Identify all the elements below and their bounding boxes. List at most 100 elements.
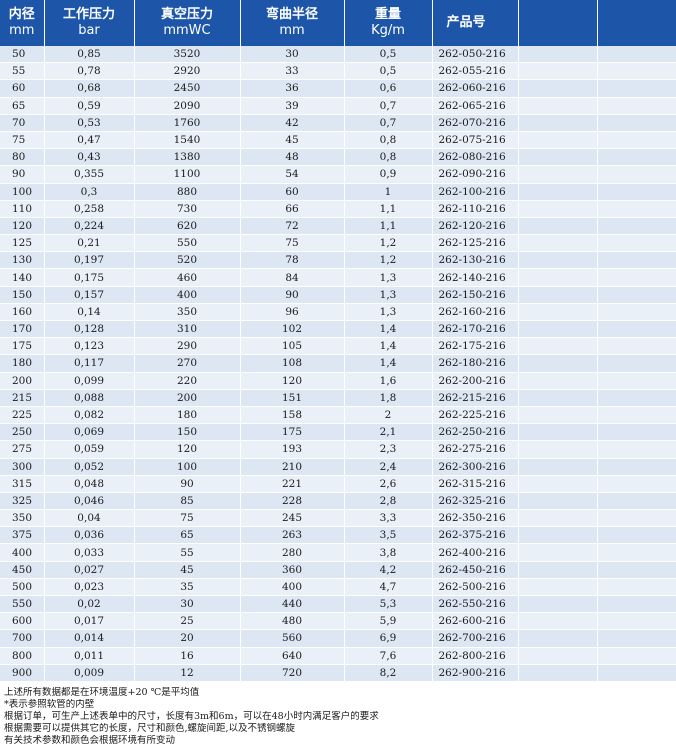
product-number-cell: 262-100-216: [432, 183, 519, 201]
empty-cell: [518, 509, 598, 528]
product-number-cell: 262-080-216: [432, 148, 519, 167]
vacuum-pressure-cell: 1540: [134, 131, 241, 150]
table-row: 800 0,011 16 640 7,6 262-800-216: [0, 647, 676, 665]
empty-cell: [597, 303, 676, 322]
vacuum-pressure-cell: 16: [134, 647, 241, 665]
vacuum-pressure-cell: 620: [134, 217, 241, 236]
bend-radius-cell: 151: [240, 389, 345, 407]
inner-diameter-cell: 175: [0, 337, 45, 356]
working-pressure-cell: 0,128: [44, 320, 135, 339]
bend-radius-cell: 158: [240, 406, 345, 425]
empty-cell: [518, 526, 598, 545]
header-title: 弯曲半径: [265, 7, 318, 22]
weight-cell: 1,8: [344, 389, 433, 407]
inner-diameter-cell: 150: [0, 286, 45, 304]
product-number-cell: 262-070-216: [432, 114, 519, 132]
product-number-cell: 262-120-216: [432, 217, 519, 236]
bend-radius-cell: 440: [240, 595, 345, 614]
bend-radius-cell: 108: [240, 354, 345, 373]
working-pressure-cell: 0,059: [44, 440, 135, 459]
empty-cell: [518, 423, 598, 442]
empty-cell: [518, 543, 598, 562]
empty-cell: [597, 578, 676, 597]
empty-cell: [597, 268, 676, 287]
empty-cell: [597, 183, 676, 201]
working-pressure-cell: 0,011: [44, 647, 135, 665]
weight-cell: 2,3: [344, 440, 433, 459]
table-row: 600 0,017 25 480 5,9 262-600-216: [0, 612, 676, 631]
working-pressure-cell: 0,43: [44, 148, 135, 167]
working-pressure-cell: 0,082: [44, 406, 135, 425]
product-number-cell: 262-550-216: [432, 595, 519, 614]
table-row: 80 0,43 1380 48 0,8 262-080-216: [0, 148, 676, 167]
weight-cell: 4,7: [344, 578, 433, 597]
product-number-cell: 262-160-216: [432, 303, 519, 322]
header-title: 真空压力: [160, 7, 213, 22]
bend-radius-cell: 66: [240, 200, 345, 218]
working-pressure-cell: 0,14: [44, 303, 135, 322]
bend-radius-cell: 39: [240, 97, 345, 115]
empty-cell: [518, 286, 598, 304]
product-number-cell: 262-200-216: [432, 372, 519, 390]
working-pressure-cell: 0,78: [44, 62, 135, 81]
empty-cell: [518, 647, 598, 665]
inner-diameter-cell: 180: [0, 354, 45, 373]
empty-cell: [597, 217, 676, 236]
table-row: 100 0,3 880 60 1 262-100-216: [0, 183, 676, 201]
vacuum-pressure-cell: 520: [134, 251, 241, 270]
empty-cell: [518, 337, 598, 356]
empty-cell: [518, 234, 598, 253]
working-pressure-cell: 0,47: [44, 131, 135, 150]
empty-cell: [518, 251, 598, 270]
working-pressure-cell: 0,3: [44, 183, 135, 201]
weight-cell: 8,2: [344, 664, 433, 682]
bend-radius-cell: 102: [240, 320, 345, 339]
bend-radius-cell: 193: [240, 440, 345, 459]
table-row: 375 0,036 65 263 3,5 262-375-216: [0, 526, 676, 545]
bend-radius-cell: 105: [240, 337, 345, 356]
empty-cell: [597, 320, 676, 339]
weight-cell: 0,9: [344, 165, 433, 184]
empty-cell: [597, 251, 676, 270]
footnote-line: 根据订单，可生产上述表单中的尺寸，长度有3m和6m，可以在48小时内满足客户的要…: [4, 711, 379, 722]
vacuum-pressure-cell: 2920: [134, 62, 241, 81]
header-unit: mm: [279, 23, 305, 38]
table-row: 75 0,47 1540 45 0,8 262-075-216: [0, 131, 676, 150]
working-pressure-cell: 0,033: [44, 543, 135, 562]
empty-cell: [518, 97, 598, 115]
vacuum-pressure-cell: 35: [134, 578, 241, 597]
header-blank-1: [518, 0, 598, 46]
product-number-cell: 262-225-216: [432, 406, 519, 425]
bend-radius-cell: 72: [240, 217, 345, 236]
table-row: 120 0,224 620 72 1,1 262-120-216: [0, 217, 676, 236]
weight-cell: 0,6: [344, 79, 433, 98]
working-pressure-cell: 0,53: [44, 114, 135, 132]
empty-cell: [597, 629, 676, 648]
vacuum-pressure-cell: 85: [134, 492, 241, 511]
inner-diameter-cell: 60: [0, 79, 45, 98]
header-blank-2: [597, 0, 676, 46]
table-row: 175 0,123 290 105 1,4 262-175-216: [0, 337, 676, 356]
table-row: 150 0,157 400 90 1,3 262-150-216: [0, 286, 676, 304]
product-number-cell: 262-175-216: [432, 337, 519, 356]
vacuum-pressure-cell: 45: [134, 561, 241, 579]
empty-cell: [597, 200, 676, 218]
bend-radius-cell: 78: [240, 251, 345, 270]
vacuum-pressure-cell: 550: [134, 234, 241, 253]
vacuum-pressure-cell: 1380: [134, 148, 241, 167]
header-title: 重量: [374, 7, 401, 22]
product-number-cell: 262-090-216: [432, 165, 519, 184]
table-row: 550 0,02 30 440 5,3 262-550-216: [0, 595, 676, 614]
inner-diameter-cell: 325: [0, 492, 45, 511]
vacuum-pressure-cell: 460: [134, 268, 241, 287]
empty-cell: [518, 354, 598, 373]
vacuum-pressure-cell: 290: [134, 337, 241, 356]
product-number-cell: 262-060-216: [432, 79, 519, 98]
empty-cell: [597, 234, 676, 253]
bend-radius-cell: 84: [240, 268, 345, 287]
empty-cell: [597, 62, 676, 81]
working-pressure-cell: 0,157: [44, 286, 135, 304]
vacuum-pressure-cell: 1760: [134, 114, 241, 132]
vacuum-pressure-cell: 3520: [134, 46, 241, 64]
hose-spec-table: 内径 mm 工作压力 bar 真空压力 mmWC 弯曲半径 mm 重量 Kg: [0, 0, 676, 682]
